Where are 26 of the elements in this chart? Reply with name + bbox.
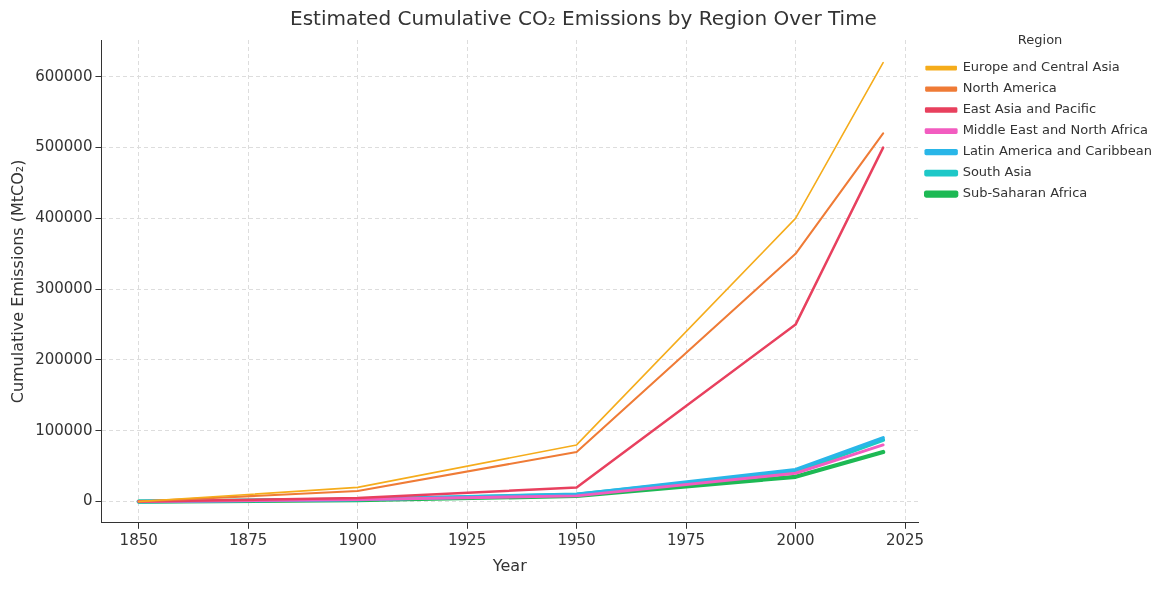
x-tick-label: 1875 [229, 530, 268, 549]
x-tick-label: 1850 [119, 530, 158, 549]
x-tick-label: 2000 [776, 530, 815, 549]
y-tick-label: 300000 [35, 279, 93, 298]
legend-label: Europe and Central Asia [962, 59, 1120, 75]
legend-label: East Asia and Pacific [962, 101, 1097, 117]
x-axis-title: Year [491, 555, 528, 575]
y-axis-title: Cumulative Emissions (MtCO₂) [7, 159, 27, 404]
y-tick-label: 100000 [35, 420, 93, 439]
legend-label: Middle East and North Africa [962, 122, 1149, 138]
y-tick-label: 500000 [35, 137, 93, 156]
chart-title: Estimated Cumulative CO₂ Emissions by Region Over Time [290, 6, 877, 31]
legend-title: Region [1017, 31, 1063, 47]
x-tick-label: 1950 [557, 530, 596, 549]
legend-label: Latin America and Caribbean [962, 143, 1153, 159]
y-tick-label: 0 [82, 491, 93, 510]
y-tick-label: 400000 [35, 208, 93, 227]
legend-label: North America [962, 80, 1057, 96]
legend-label: South Asia [962, 164, 1032, 180]
y-tick-label: 600000 [35, 66, 93, 85]
x-tick-label: 2025 [885, 530, 925, 549]
legend-label: Sub-Saharan Africa [962, 185, 1088, 201]
x-tick-label: 1900 [338, 530, 377, 549]
y-tick-label: 200000 [35, 349, 93, 368]
x-tick-label: 1975 [666, 530, 706, 549]
x-tick-label: 1925 [448, 530, 487, 549]
